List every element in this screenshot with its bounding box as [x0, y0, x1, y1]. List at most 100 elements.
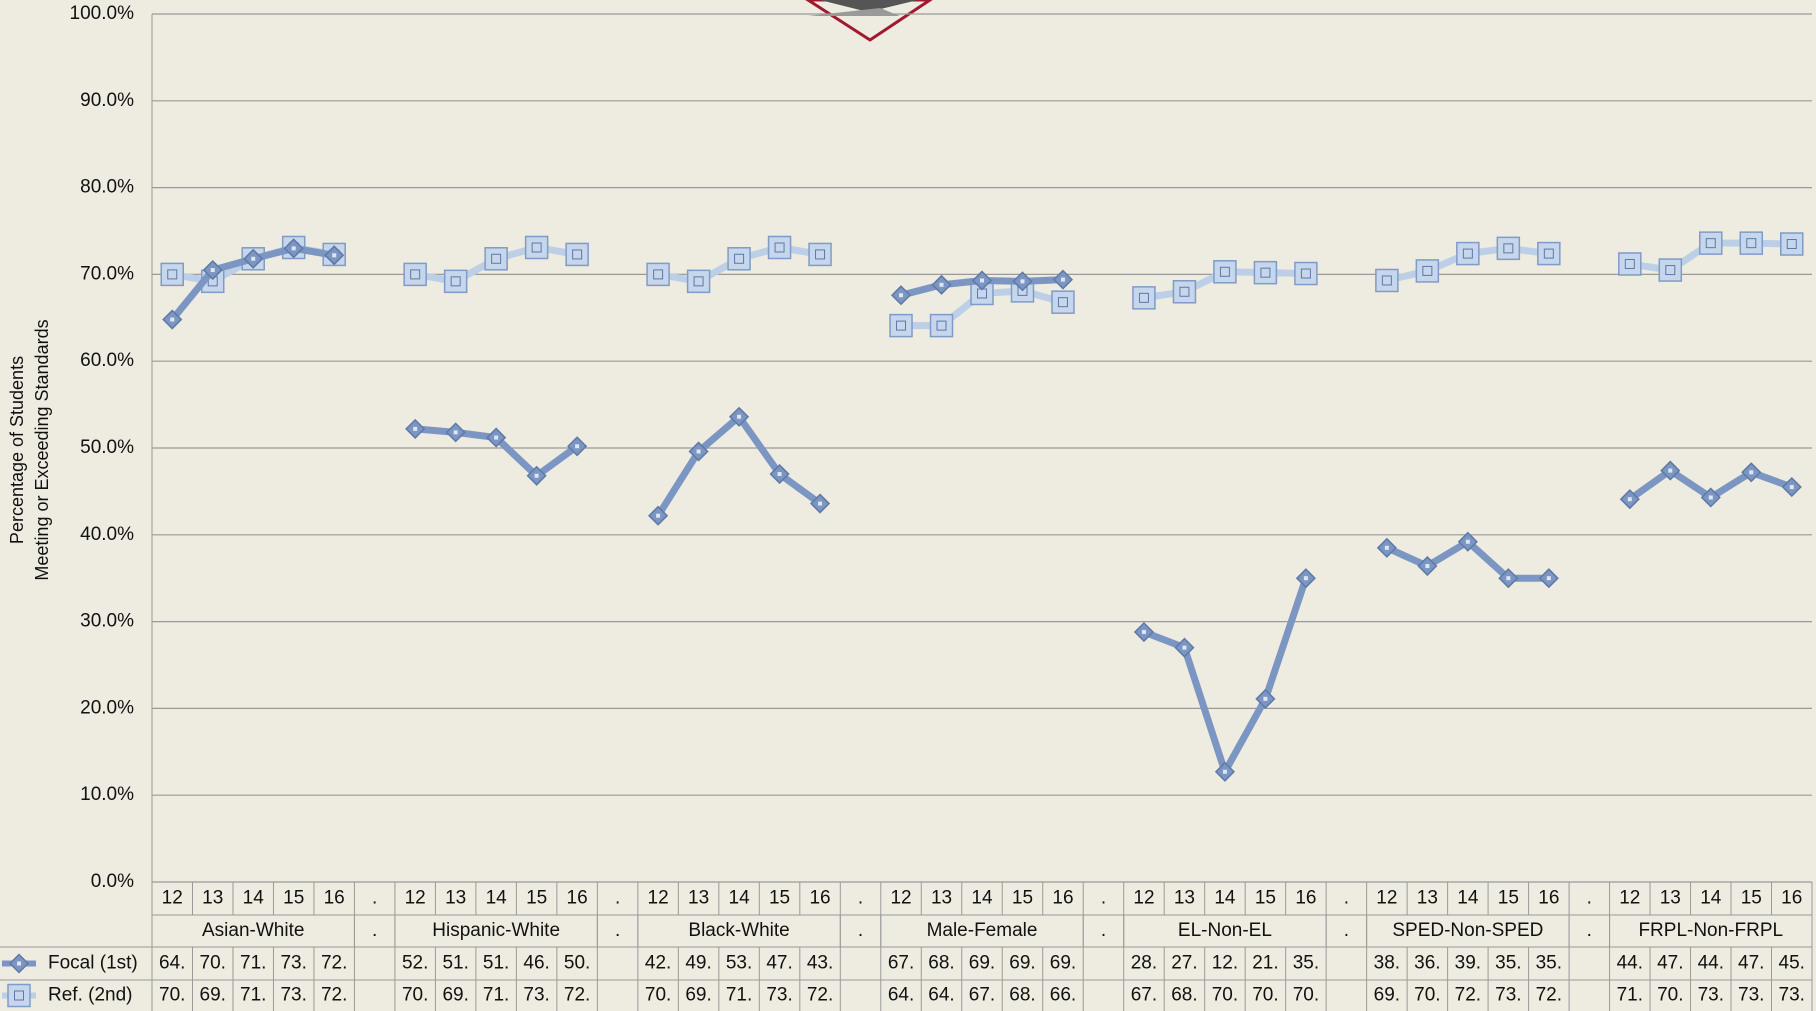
- data-table-value: 47.: [766, 953, 792, 974]
- point-marker-center: [413, 426, 418, 431]
- point-marker-center: [1465, 539, 1470, 544]
- point-marker-center: [531, 242, 542, 253]
- group-label: .: [1587, 920, 1592, 941]
- x-tick-label: 15: [526, 888, 547, 909]
- point-marker-center: [1786, 239, 1797, 250]
- point-marker: [1294, 261, 1318, 286]
- point-marker-center: [1462, 248, 1473, 259]
- y-axis-label: Meeting or Exceeding Standards: [32, 319, 52, 580]
- point-marker: [889, 313, 913, 338]
- point-marker-center: [1789, 485, 1794, 490]
- x-tick-label: 13: [445, 888, 466, 909]
- point-marker-center: [1627, 497, 1632, 502]
- data-table-value: 51.: [442, 953, 468, 974]
- data-table-value: 70.: [645, 985, 671, 1006]
- data-table-value: 69.: [969, 953, 995, 974]
- y-tick-label: 100.0%: [70, 3, 135, 24]
- point-marker: [808, 242, 832, 267]
- point-marker-center: [774, 242, 785, 253]
- data-table-value: 70.: [159, 985, 185, 1006]
- data-table-value: 69.: [1050, 953, 1076, 974]
- x-tick-label: 13: [1417, 888, 1438, 909]
- point-marker: [403, 262, 427, 287]
- point-marker-center: [696, 449, 701, 454]
- group-label: Asian-White: [202, 920, 304, 941]
- point-marker: [1172, 280, 1197, 304]
- point-marker: [1496, 236, 1521, 261]
- data-table-value: 67.: [888, 953, 914, 974]
- y-tick-label: 50.0%: [80, 437, 134, 458]
- point-marker: [565, 242, 589, 267]
- data-table-value: 68.: [928, 953, 954, 974]
- x-tick-label: 14: [729, 888, 751, 909]
- point-marker-center: [818, 501, 823, 506]
- group-label: .: [1101, 920, 1106, 941]
- data-table-value: 39.: [1455, 953, 1481, 974]
- data-table-value: 73.: [1738, 985, 1764, 1006]
- point-marker: [646, 262, 670, 287]
- point-marker-center: [980, 278, 984, 283]
- point-marker-center: [450, 276, 461, 287]
- x-tick-label: 14: [486, 888, 508, 909]
- data-table-value: 64.: [159, 953, 185, 974]
- point-marker: [1213, 260, 1237, 284]
- data-table-value: 70.: [1212, 985, 1238, 1006]
- data-table-value: 69.: [1009, 953, 1035, 974]
- y-tick-label: 20.0%: [80, 697, 134, 718]
- point-marker-center: [1422, 265, 1433, 276]
- group-label: Hispanic-White: [432, 920, 560, 941]
- data-table-value: 71.: [726, 985, 752, 1006]
- point-marker-center: [1708, 495, 1713, 500]
- x-tick-label: 16: [324, 888, 345, 909]
- point-marker: [727, 247, 751, 271]
- point-marker-center: [534, 473, 539, 478]
- point-marker-center: [572, 249, 583, 260]
- group-label: FRPL-Non-FRPL: [1638, 920, 1783, 941]
- point-marker: [1415, 259, 1440, 283]
- x-tick-label: 16: [809, 888, 830, 909]
- point-marker-center: [14, 990, 24, 1001]
- point-marker-center: [1182, 645, 1187, 650]
- x-tick-label: 12: [890, 888, 911, 909]
- point-marker-center: [693, 276, 704, 287]
- data-table-value: 71.: [483, 985, 509, 1006]
- data-table-value: 72.: [321, 985, 347, 1006]
- point-marker-center: [1668, 468, 1673, 473]
- x-tick-label: 12: [162, 888, 183, 909]
- point-marker-center: [291, 246, 296, 251]
- point-marker-center: [1138, 292, 1149, 303]
- data-table-value: 64.: [888, 985, 914, 1006]
- data-table-value: 45.: [1779, 953, 1805, 974]
- point-marker: [1739, 231, 1764, 255]
- data-table-value: 73.: [1779, 985, 1805, 1006]
- point-marker-center: [494, 435, 499, 440]
- data-table-value: 72.: [1536, 985, 1562, 1006]
- data-table-value: 47.: [1738, 953, 1764, 974]
- data-table-value: 73.: [1698, 985, 1724, 1006]
- data-table-value: 71.: [240, 953, 266, 974]
- group-label: .: [615, 920, 620, 941]
- point-marker: [160, 262, 184, 287]
- point-marker: [484, 247, 508, 271]
- data-table-value: 68.: [1171, 985, 1197, 1006]
- point-marker: [1658, 258, 1683, 282]
- data-table-value: 70.: [1657, 985, 1683, 1006]
- x-tick-label: 15: [1255, 888, 1276, 909]
- point-marker-center: [1506, 576, 1511, 581]
- point-marker: [1618, 252, 1642, 276]
- data-table-value: 47.: [1657, 953, 1683, 974]
- point-marker: [7, 983, 31, 1008]
- group-label: SPED-Non-SPED: [1392, 920, 1543, 941]
- data-table-value: 44.: [1617, 953, 1643, 974]
- point-marker-center: [1746, 238, 1757, 249]
- x-tick-label: 14: [1700, 888, 1722, 909]
- x-tick-label: 12: [1619, 888, 1640, 909]
- data-table-value: 52.: [402, 953, 428, 974]
- group-label: .: [1344, 920, 1349, 941]
- logo-diamond: [805, 0, 933, 42]
- y-tick-label: 90.0%: [80, 90, 134, 111]
- x-tick-label: .: [1587, 888, 1592, 909]
- point-marker-center: [1057, 297, 1068, 308]
- point-marker-center: [17, 961, 21, 966]
- data-table-value: 44.: [1698, 953, 1724, 974]
